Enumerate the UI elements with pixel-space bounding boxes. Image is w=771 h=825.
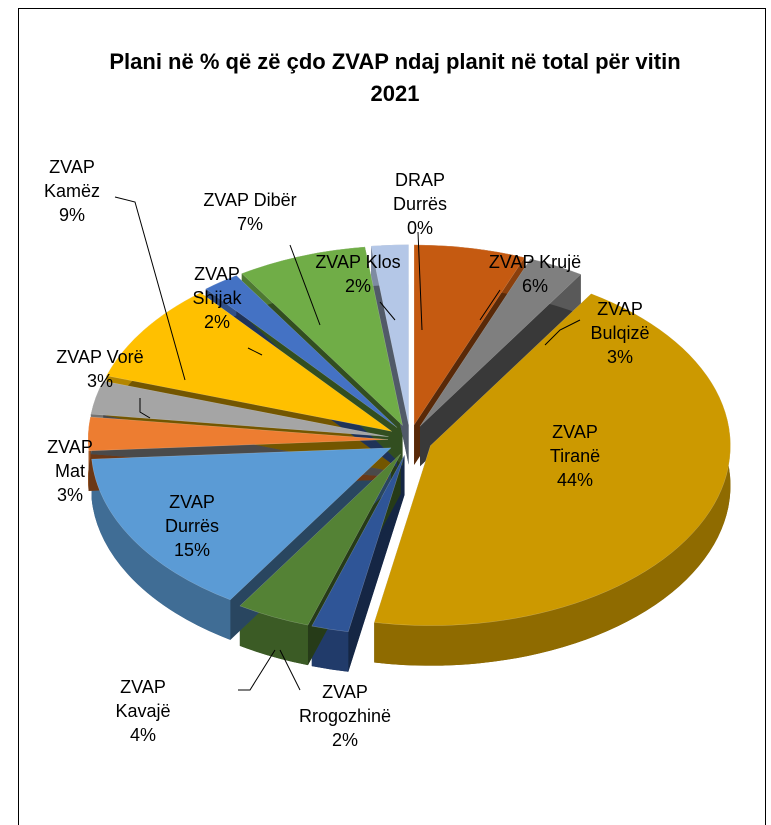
slice — [373, 293, 731, 626]
slice-label: ZVAP Shijak 2% — [187, 262, 247, 334]
slice-label: ZVAP Mat 3% — [40, 435, 100, 507]
slice — [241, 246, 403, 427]
leader-line — [479, 289, 501, 321]
slice-name: ZVAP Tiranë — [549, 422, 601, 466]
leader-line — [544, 319, 581, 346]
slice-label: ZVAP Klos 2% — [298, 250, 418, 298]
leader-line — [238, 649, 276, 691]
slice-value: 3% — [606, 347, 633, 367]
slice-name: ZVAP Klos — [315, 252, 401, 272]
slice — [87, 416, 389, 452]
slice-value: 15% — [173, 540, 211, 560]
slice-name: DRAP Durrës — [392, 170, 447, 214]
slice-label: ZVAP Bulqizë 3% — [580, 297, 660, 369]
slice-name: ZVAP Kavajë — [115, 677, 171, 721]
leader-line — [379, 301, 396, 321]
slice-value: 7% — [236, 214, 263, 234]
slice-name: ZVAP Rrogozhinë — [298, 682, 392, 726]
slice-label: ZVAP Durrës 15% — [152, 490, 232, 562]
chart-frame — [18, 8, 766, 825]
leader-line — [247, 347, 263, 356]
slice-value: 2% — [344, 276, 371, 296]
slice — [311, 454, 405, 632]
leader-line — [417, 231, 423, 331]
slice-value: 0% — [406, 218, 433, 238]
slice-label: DRAP Durrës 0% — [380, 168, 460, 240]
slice-value: 2% — [203, 312, 230, 332]
slice-value: 6% — [521, 276, 548, 296]
leader-line — [114, 196, 186, 381]
slice-label: ZVAP Tiranë 44% — [535, 420, 615, 492]
slice-name: ZVAP Vorë — [56, 347, 144, 367]
slice-name: ZVAP Shijak — [192, 264, 242, 308]
slice-name: ZVAP Durrës — [164, 492, 219, 536]
slice-value: 44% — [556, 470, 594, 490]
slice — [91, 447, 392, 601]
slice-name: ZVAP Kamëz — [43, 157, 101, 201]
slice-value: 9% — [58, 205, 85, 225]
chart-title: Plani në % që zë çdo ZVAP ndaj planit në… — [109, 49, 681, 106]
slice — [106, 292, 392, 432]
slice-side — [239, 605, 308, 666]
slice-name: ZVAP Mat — [47, 437, 93, 481]
slice-label: ZVAP Krujë 6% — [460, 250, 610, 298]
slice — [205, 275, 398, 428]
slice-value: 2% — [331, 730, 358, 750]
slice — [370, 244, 409, 425]
slice-label: ZVAP Dibër 7% — [180, 188, 320, 236]
slice-value: 3% — [86, 371, 113, 391]
slice-value: 4% — [129, 725, 156, 745]
slice-name: ZVAP Krujë — [488, 252, 582, 272]
slice-name: ZVAP Dibër — [203, 190, 297, 210]
leader-line — [289, 244, 321, 326]
slice — [413, 244, 525, 426]
slice-label: ZVAP Rrogozhinë 2% — [285, 680, 405, 752]
slice-side — [374, 293, 731, 666]
slice-label: ZVAP Kavajë 4% — [103, 675, 183, 747]
slice — [239, 453, 401, 626]
slice — [90, 380, 389, 437]
slice-label: ZVAP Kamëz 9% — [42, 155, 102, 227]
slice — [419, 258, 582, 427]
slice-value: 3% — [56, 485, 83, 505]
slice-name: ZVAP Bulqizë — [590, 299, 650, 343]
slice-label: ZVAP Vorë 3% — [35, 345, 165, 393]
leader-line — [139, 398, 151, 419]
leader-line — [279, 649, 301, 691]
slice-side — [91, 459, 231, 640]
